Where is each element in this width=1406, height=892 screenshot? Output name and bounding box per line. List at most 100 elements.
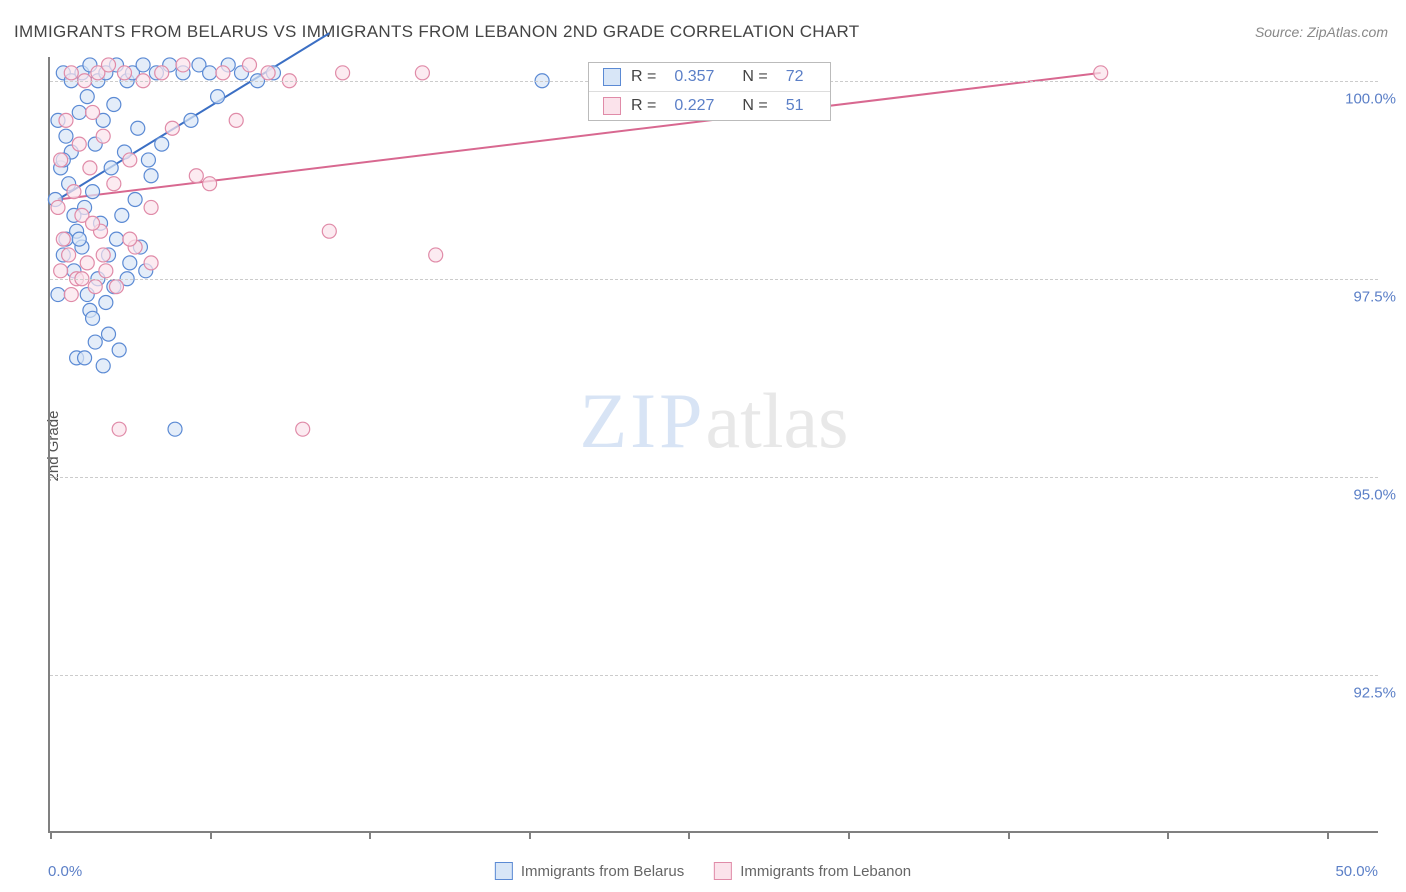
correlation-legend: R =0.357N =72R =0.227N =51 — [588, 62, 831, 121]
data-point — [203, 177, 217, 191]
n-value: 72 — [786, 68, 816, 86]
n-label: N = — [742, 68, 767, 86]
data-point — [144, 200, 158, 214]
source-label: Source: ZipAtlas.com — [1255, 24, 1388, 40]
data-point — [51, 288, 65, 302]
data-point — [136, 58, 150, 72]
x-tick — [1327, 831, 1329, 839]
data-point — [80, 90, 94, 104]
bottom-legend: Immigrants from Belarus Immigrants from L… — [495, 862, 911, 880]
data-point — [102, 58, 116, 72]
gridline — [50, 477, 1378, 478]
data-point — [184, 113, 198, 127]
legend-swatch-icon — [603, 97, 621, 115]
data-point — [107, 177, 121, 191]
data-point — [203, 66, 217, 80]
data-point — [123, 153, 137, 167]
plot-area: ZIPatlas — [48, 57, 1378, 833]
data-point — [141, 153, 155, 167]
data-point — [102, 327, 116, 341]
n-value: 51 — [786, 97, 816, 115]
data-point — [110, 280, 124, 294]
data-point — [123, 232, 137, 246]
data-point — [72, 232, 86, 246]
data-point — [64, 288, 78, 302]
y-tick-label: 100.0% — [1345, 90, 1396, 107]
legend-swatch-icon — [714, 862, 732, 880]
data-point — [144, 169, 158, 183]
data-point — [144, 256, 158, 270]
legend-swatch-icon — [495, 862, 513, 880]
data-point — [429, 248, 443, 262]
data-point — [128, 193, 142, 207]
data-point — [107, 98, 121, 112]
data-point — [88, 335, 102, 349]
x-max-label: 50.0% — [1335, 863, 1378, 880]
data-point — [261, 66, 275, 80]
data-point — [216, 66, 230, 80]
corr-legend-row: R =0.227N =51 — [589, 92, 830, 120]
corr-legend-row: R = 0.357 N = 72 — [589, 63, 830, 92]
data-point — [72, 105, 86, 119]
y-tick-label: 92.5% — [1353, 684, 1396, 701]
data-point — [86, 185, 100, 199]
data-point — [112, 422, 126, 436]
data-point — [155, 137, 169, 151]
data-point — [211, 90, 225, 104]
data-point — [99, 295, 113, 309]
x-tick — [1167, 831, 1169, 839]
x-tick — [210, 831, 212, 839]
legend-item: Immigrants from Lebanon — [714, 862, 911, 880]
data-point — [86, 105, 100, 119]
r-label: R = — [631, 68, 656, 86]
x-tick — [50, 831, 52, 839]
scatter-svg — [50, 57, 1378, 831]
r-label: R = — [631, 97, 656, 115]
data-point — [59, 113, 73, 127]
y-tick-label: 95.0% — [1353, 486, 1396, 503]
gridline — [50, 675, 1378, 676]
data-point — [62, 248, 76, 262]
data-point — [86, 311, 100, 325]
data-point — [72, 137, 86, 151]
data-point — [96, 248, 110, 262]
data-point — [64, 66, 78, 80]
data-point — [104, 161, 118, 175]
data-point — [56, 232, 70, 246]
legend-label: Immigrants from Belarus — [521, 863, 684, 880]
data-point — [131, 121, 145, 135]
x-tick — [529, 831, 531, 839]
x-tick — [1008, 831, 1010, 839]
data-point — [96, 129, 110, 143]
legend-swatch-icon — [603, 68, 621, 86]
data-point — [80, 256, 94, 270]
x-tick — [688, 831, 690, 839]
data-point — [86, 216, 100, 230]
chart-title: IMMIGRANTS FROM BELARUS VS IMMIGRANTS FR… — [14, 22, 859, 42]
data-point — [51, 200, 65, 214]
data-point — [115, 208, 129, 222]
data-point — [67, 185, 81, 199]
data-point — [112, 343, 126, 357]
x-min-label: 0.0% — [48, 863, 82, 880]
data-point — [176, 58, 190, 72]
data-point — [99, 264, 113, 278]
n-label: N = — [742, 97, 767, 115]
data-point — [83, 161, 97, 175]
data-point — [243, 58, 257, 72]
data-point — [296, 422, 310, 436]
legend-label: Immigrants from Lebanon — [740, 863, 911, 880]
data-point — [54, 264, 68, 278]
x-tick — [848, 831, 850, 839]
data-point — [96, 359, 110, 373]
data-point — [229, 113, 243, 127]
data-point — [189, 169, 203, 183]
data-point — [165, 121, 179, 135]
r-value: 0.357 — [674, 68, 724, 86]
data-point — [336, 66, 350, 80]
legend-item: Immigrants from Belarus — [495, 862, 684, 880]
data-point — [322, 224, 336, 238]
data-point — [117, 66, 131, 80]
data-point — [88, 280, 102, 294]
data-point — [110, 232, 124, 246]
